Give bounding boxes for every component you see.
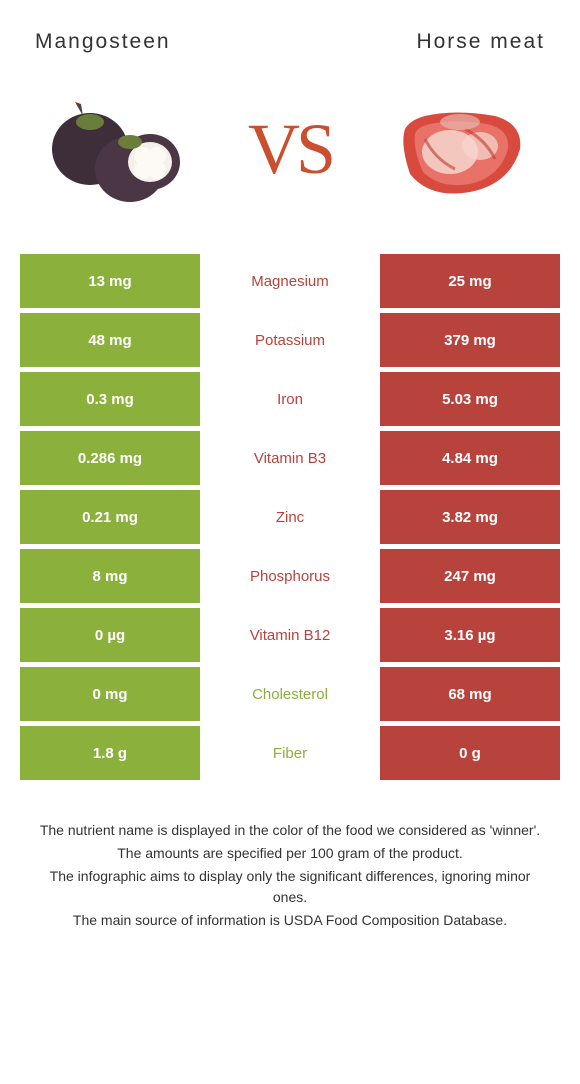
table-row: 0 mgCholesterol68 mg: [20, 667, 560, 721]
note-line: The infographic aims to display only the…: [35, 866, 545, 908]
left-value-cell: 0 µg: [20, 608, 200, 662]
left-value-cell: 1.8 g: [20, 726, 200, 780]
note-line: The main source of information is USDA F…: [35, 910, 545, 931]
header: Mangosteen Horse meat: [15, 20, 565, 74]
nutrient-table: 13 mgMagnesium25 mg48 mgPotassium379 mg0…: [15, 254, 565, 780]
right-food-image: [375, 74, 545, 224]
table-row: 0.286 mgVitamin B34.84 mg: [20, 431, 560, 485]
table-row: 0.21 mgZinc3.82 mg: [20, 490, 560, 544]
right-value-cell: 247 mg: [380, 549, 560, 603]
right-value-cell: 5.03 mg: [380, 372, 560, 426]
nutrient-label: Zinc: [200, 490, 380, 544]
vs-label: VS: [248, 108, 332, 191]
left-value-cell: 0.286 mg: [20, 431, 200, 485]
nutrient-label: Potassium: [200, 313, 380, 367]
table-row: 13 mgMagnesium25 mg: [20, 254, 560, 308]
table-row: 0 µgVitamin B123.16 µg: [20, 608, 560, 662]
right-value-cell: 0 g: [380, 726, 560, 780]
nutrient-label: Cholesterol: [200, 667, 380, 721]
right-value-cell: 68 mg: [380, 667, 560, 721]
nutrient-label: Phosphorus: [200, 549, 380, 603]
nutrient-label: Fiber: [200, 726, 380, 780]
left-value-cell: 0 mg: [20, 667, 200, 721]
right-value-cell: 4.84 mg: [380, 431, 560, 485]
right-value-cell: 3.16 µg: [380, 608, 560, 662]
nutrient-label: Vitamin B12: [200, 608, 380, 662]
nutrient-label: Iron: [200, 372, 380, 426]
table-row: 8 mgPhosphorus247 mg: [20, 549, 560, 603]
left-value-cell: 48 mg: [20, 313, 200, 367]
nutrient-label: Vitamin B3: [200, 431, 380, 485]
hero-section: VS: [15, 74, 565, 254]
table-row: 1.8 gFiber0 g: [20, 726, 560, 780]
table-row: 48 mgPotassium379 mg: [20, 313, 560, 367]
note-line: The amounts are specified per 100 gram o…: [35, 843, 545, 864]
note-line: The nutrient name is displayed in the co…: [35, 820, 545, 841]
right-value-cell: 379 mg: [380, 313, 560, 367]
table-row: 0.3 mgIron5.03 mg: [20, 372, 560, 426]
left-value-cell: 13 mg: [20, 254, 200, 308]
left-value-cell: 0.21 mg: [20, 490, 200, 544]
left-value-cell: 0.3 mg: [20, 372, 200, 426]
left-food-title: Mangosteen: [35, 30, 171, 54]
right-value-cell: 25 mg: [380, 254, 560, 308]
left-value-cell: 8 mg: [20, 549, 200, 603]
right-food-title: Horse meat: [416, 30, 545, 54]
left-food-image: [35, 74, 205, 224]
right-value-cell: 3.82 mg: [380, 490, 560, 544]
footnotes: The nutrient name is displayed in the co…: [15, 780, 565, 931]
nutrient-label: Magnesium: [200, 254, 380, 308]
